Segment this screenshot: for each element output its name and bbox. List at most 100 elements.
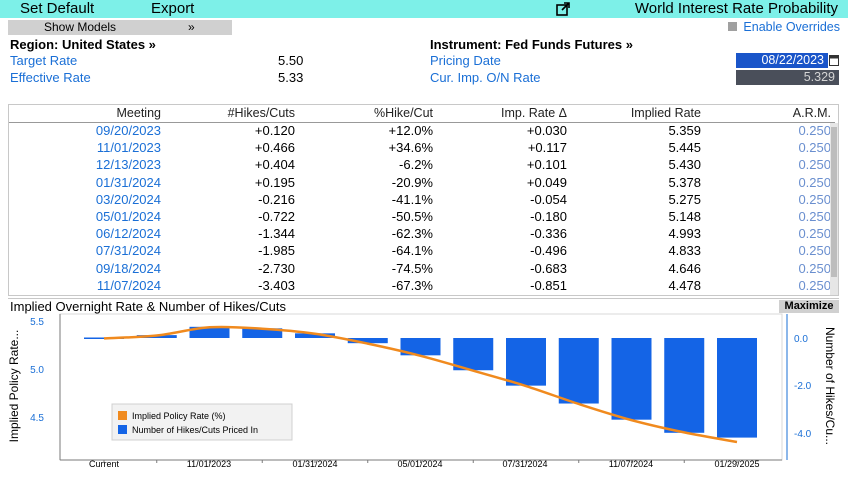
set-default-button[interactable]: Set Default (20, 0, 95, 17)
cell-meeting: 11/07/2024 (96, 277, 161, 293)
cell-hikes-cuts: +0.466 (254, 140, 295, 156)
hikes-bar (611, 338, 652, 420)
left-tick-label: 4.5 (30, 413, 44, 424)
table-header-row: Meeting #Hikes/Cuts %Hike/Cut Imp. Rate … (9, 105, 835, 123)
cell-meeting: 07/31/2024 (95, 243, 161, 259)
x-tick-label: Current (89, 459, 120, 469)
x-tick-label: 01/31/2024 (292, 459, 337, 469)
hikes-bar (558, 338, 599, 404)
cell-imp-rate-delta: -0.683 (530, 260, 567, 276)
left-tick-label: 5.5 (30, 317, 44, 328)
maximize-button[interactable]: Maximize (779, 300, 839, 313)
col-header-hikes-cuts[interactable]: #Hikes/Cuts (165, 105, 299, 123)
external-link-icon[interactable] (556, 2, 570, 16)
instrument-selector[interactable]: Instrument: Fed Funds Futures » (430, 37, 633, 52)
cell-meeting: 09/20/2023 (95, 123, 161, 139)
cell-imp-rate-delta: +0.030 (526, 123, 567, 139)
table-row[interactable]: 03/20/2024 -0.216 -41.1% -0.054 5.275 0.250 (9, 191, 835, 208)
x-tick-label: 11/07/2024 (609, 459, 653, 469)
cell-pct-hike-cut: -6.2% (399, 157, 433, 173)
table-row[interactable]: 07/31/2024 -1.985 -64.1% -0.496 4.833 0.250 (9, 242, 835, 259)
cell-pct-hike-cut: -62.3% (391, 226, 433, 242)
cell-arm: 0.250 (798, 277, 831, 293)
cell-imp-rate-delta: -0.851 (530, 277, 567, 293)
table-row[interactable]: 06/12/2024 -1.344 -62.3% -0.336 4.993 0.250 (9, 225, 835, 242)
scrollbar-thumb[interactable] (831, 127, 837, 277)
table-row[interactable]: 09/20/2023 +0.120 +12.0% +0.030 5.359 0.250 (9, 122, 835, 139)
cell-implied-rate: 5.430 (668, 157, 701, 173)
table-row[interactable]: 12/13/2023 +0.404 -6.2% +0.101 5.430 0.250 (9, 156, 835, 173)
cell-meeting: 01/31/2024 (95, 174, 161, 190)
cell-meeting: 06/12/2024 (95, 226, 161, 242)
cell-meeting: 05/01/2024 (95, 209, 161, 225)
export-button[interactable]: Export (151, 0, 195, 17)
x-tick-label: 05/01/2024 (397, 459, 442, 469)
cell-hikes-cuts: +0.404 (254, 157, 295, 173)
cell-implied-rate: 5.148 (668, 209, 701, 225)
legend-rate-label: Implied Policy Rate (%) (132, 411, 226, 421)
table-scrollbar[interactable] (830, 123, 838, 295)
cell-imp-rate-delta: -0.336 (530, 226, 567, 242)
cell-arm: 0.250 (798, 226, 831, 242)
cell-hikes-cuts: +0.120 (254, 123, 295, 139)
col-header-meeting[interactable]: Meeting (9, 105, 165, 123)
region-selector[interactable]: Region: United States » (10, 37, 156, 52)
expand-chevron-icon[interactable]: » (188, 20, 195, 34)
col-header-arm[interactable]: A.R.M. (705, 105, 835, 123)
cell-pct-hike-cut: -41.1% (391, 191, 433, 207)
cell-pct-hike-cut: -67.3% (391, 277, 433, 293)
x-tick-label: 01/29/2025 (714, 459, 759, 469)
col-header-imp-rate-delta[interactable]: Imp. Rate Δ (437, 105, 571, 123)
cell-hikes-cuts: -2.730 (258, 260, 295, 276)
cell-imp-rate-delta: +0.117 (527, 140, 567, 156)
legend-box (111, 403, 293, 441)
cell-arm: 0.250 (798, 140, 831, 156)
target-rate-label: Target Rate (10, 53, 78, 68)
pricing-date-input[interactable]: 08/22/2023 (736, 53, 828, 68)
right-tick-label: -2.0 (794, 381, 812, 392)
hikes-bar (400, 338, 441, 356)
col-header-implied-rate[interactable]: Implied Rate (571, 105, 705, 123)
chart-title: Implied Overnight Rate & Number of Hikes… (10, 299, 286, 314)
enable-overrides-toggle[interactable]: Enable Overrides (728, 20, 840, 35)
hikes-bar (453, 338, 494, 371)
target-rate-value: 5.50 (278, 53, 304, 68)
calendar-icon[interactable] (829, 54, 839, 66)
cell-pct-hike-cut: -50.5% (391, 209, 433, 225)
cell-implied-rate: 5.378 (668, 174, 701, 190)
cell-pct-hike-cut: +12.0% (388, 123, 433, 139)
hikes-bar (664, 338, 705, 433)
table-row[interactable]: 09/18/2024 -2.730 -74.5% -0.683 4.646 0.250 (9, 260, 835, 277)
pricing-date-label: Pricing Date (430, 53, 501, 68)
cell-hikes-cuts: -1.985 (258, 243, 295, 259)
checkbox-icon[interactable] (728, 22, 738, 31)
effective-rate-value: 5.33 (278, 70, 304, 85)
table-row[interactable]: 11/07/2024 -3.403 -67.3% -0.851 4.478 0.250 (9, 277, 835, 294)
chart-legend: Implied Policy Rate (%) Number of Hikes/… (111, 403, 293, 441)
cell-hikes-cuts: -0.722 (258, 209, 295, 225)
table-row[interactable]: 01/31/2024 +0.195 -20.9% +0.049 5.378 0.250 (9, 174, 835, 191)
table-row[interactable]: 11/01/2023 +0.466 +34.6% +0.117 5.445 0.250 (9, 139, 835, 156)
hikes-bar (506, 338, 546, 386)
hikes-bar (295, 333, 335, 338)
cell-imp-rate-delta: -0.496 (530, 243, 567, 259)
cell-meeting: 03/20/2024 (95, 191, 161, 207)
rate-chart: Implied Policy Rate... Number of Hikes/C… (7, 313, 837, 469)
cell-hikes-cuts: +0.195 (254, 174, 295, 190)
hikes-bar (347, 338, 388, 344)
cell-meeting: 12/13/2023 (95, 157, 161, 173)
cell-arm: 0.250 (798, 123, 831, 139)
window-title: World Interest Rate Probability (634, 0, 838, 17)
col-header-pct-hike-cut[interactable]: %Hike/Cut (299, 105, 437, 123)
cell-pct-hike-cut: -20.9% (391, 174, 433, 190)
legend-swatch-hikes (118, 425, 127, 434)
effective-rate-label: Effective Rate (10, 70, 91, 85)
table-row[interactable]: 05/01/2024 -0.722 -50.5% -0.180 5.148 0.250 (9, 208, 835, 225)
x-tick-label: 07/31/2024 (502, 459, 547, 469)
cell-imp-rate-delta: +0.101 (526, 157, 567, 173)
cell-implied-rate: 5.359 (668, 123, 701, 139)
hikes-bar (717, 338, 757, 438)
show-models-button[interactable]: Show Models » (8, 20, 232, 35)
cell-imp-rate-delta: +0.049 (526, 174, 567, 190)
cell-arm: 0.250 (798, 174, 831, 190)
